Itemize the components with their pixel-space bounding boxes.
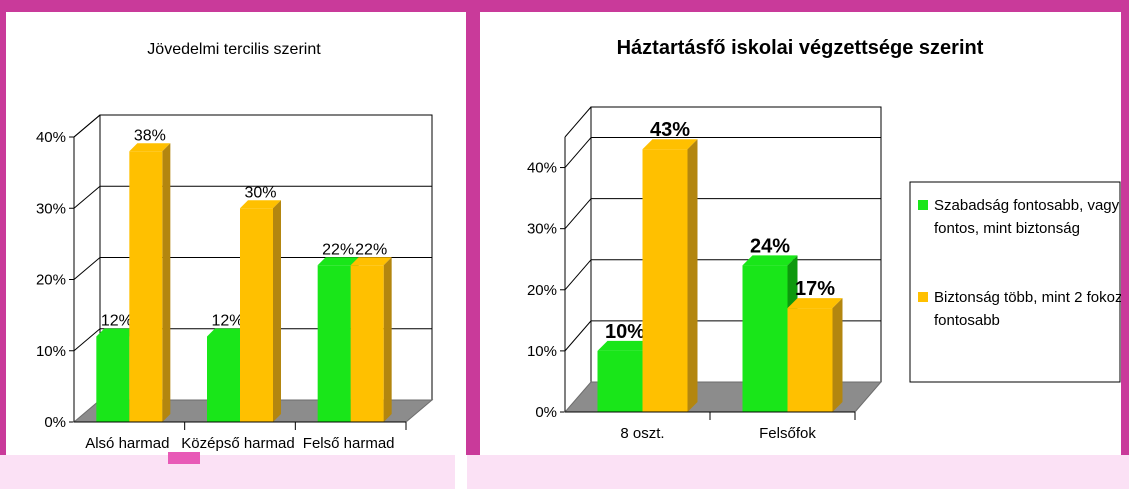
legend-label: Szabadság fontosabb, vagy ugyanolyanfont… <box>934 197 1121 237</box>
data-label: 12% <box>211 313 243 330</box>
chart-title: Jövedelmi tercilis szerint <box>147 41 321 58</box>
frame-top-border <box>0 0 1129 12</box>
y-tick-label: 30% <box>36 200 66 217</box>
bar <box>207 336 240 422</box>
y-tick-label: 10% <box>527 343 557 360</box>
y-tick-label: 20% <box>527 282 557 299</box>
gridline-side <box>73 114 101 138</box>
legend-swatch <box>918 200 928 210</box>
bar <box>240 208 273 422</box>
bar <box>597 350 643 412</box>
chart-panel-education: Háztartásfő iskolai végzettsége szerint 0… <box>480 12 1121 455</box>
data-label: 38% <box>134 127 166 144</box>
frame-divider <box>466 0 480 489</box>
data-label: 12% <box>101 313 133 330</box>
side-wall-top <box>564 106 592 138</box>
x-tick-label: 8 oszt. <box>620 425 664 442</box>
gridline-side <box>564 259 592 291</box>
frame-left-border <box>0 0 6 489</box>
bar-top <box>597 340 653 351</box>
data-label: 10% <box>605 321 645 343</box>
y-tick-label: 40% <box>36 129 66 146</box>
y-tick-label: 30% <box>527 221 557 238</box>
data-label: 17% <box>795 278 835 300</box>
data-label: 43% <box>650 119 690 141</box>
bar-top <box>350 257 392 266</box>
gridline-side <box>564 198 592 229</box>
legend-swatch <box>918 292 928 302</box>
bar <box>350 265 384 422</box>
bar <box>787 308 833 412</box>
chart-title: Háztartásfő iskolai végzettsége szerint <box>617 37 984 59</box>
y-tick-label: 10% <box>36 343 66 360</box>
bar-top <box>642 139 698 150</box>
x-tick-label: Alsó harmad <box>85 435 169 452</box>
bar <box>642 149 688 412</box>
bar <box>96 336 130 422</box>
bar <box>129 151 163 422</box>
bar <box>742 265 788 412</box>
y-tick-label: 20% <box>36 272 66 289</box>
bar-side <box>687 139 698 412</box>
gridline-side <box>73 257 101 280</box>
legend-box <box>909 181 1121 383</box>
gridline-side <box>564 137 592 168</box>
data-label: 24% <box>750 235 790 257</box>
data-label: 22% <box>322 241 354 258</box>
chart-income-tercile: Jövedelmi tercilis szerint 0% 10% 20% 30% 40%… <box>36 41 434 452</box>
bar <box>317 265 351 422</box>
data-label: 30% <box>244 184 276 201</box>
chart-education: Háztartásfő iskolai végzettsége szerint 0… <box>527 37 1121 442</box>
footer-gap <box>455 455 467 489</box>
x-tick-label: Felső harmad <box>303 435 395 452</box>
bar-side <box>162 143 171 422</box>
bar-side <box>383 257 392 422</box>
bar-side <box>832 298 843 412</box>
bar-top <box>96 328 138 337</box>
bar-top <box>742 255 798 266</box>
gridline-side <box>564 320 592 352</box>
frame-right-border <box>1121 0 1129 489</box>
y-tick-label: 0% <box>44 414 66 431</box>
chart-panel-income: Jövedelmi tercilis szerint 0% 10% 20% 30% 40%… <box>6 12 466 455</box>
legend-label: Biztonság több, mint 2 fokozattalfontosa… <box>934 289 1121 329</box>
bar-top <box>317 257 359 266</box>
bar-top <box>787 298 843 309</box>
bar-side <box>273 200 281 422</box>
bar-top <box>240 200 281 209</box>
gridline-side <box>73 185 101 209</box>
bar-top <box>129 143 171 152</box>
gridline-side <box>73 328 101 352</box>
y-tick-label: 40% <box>527 160 557 177</box>
x-tick-label: Középső harmad <box>181 435 294 452</box>
y-tick-label: 0% <box>535 404 557 421</box>
data-label: 22% <box>355 241 387 258</box>
x-tick-label: Felsőfok <box>759 425 816 442</box>
bar-top <box>207 328 248 337</box>
footer-marker <box>168 452 200 464</box>
